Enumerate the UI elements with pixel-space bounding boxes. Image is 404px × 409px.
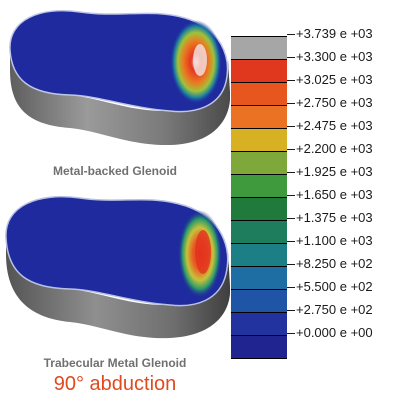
legend-tick-text: +3.739 e +03	[296, 26, 373, 41]
legend-tick-label: +5.500 e +02	[287, 277, 373, 297]
legend-swatch	[231, 59, 287, 82]
legend-tick-label: +1.925 e +03	[287, 162, 373, 182]
legend-tick-text: +3.025 e +03	[296, 72, 373, 87]
legend-tick-label: +1.375 e +03	[287, 208, 373, 228]
legend-swatch	[231, 128, 287, 151]
legend-swatch	[231, 220, 287, 243]
legend-tick-text: +1.925 e +03	[296, 164, 373, 179]
legend-tick-text: +2.200 e +03	[296, 141, 373, 156]
legend-tick-label: +3.300 e +03	[287, 47, 373, 67]
legend-tick-mark	[287, 218, 295, 220]
legend-tick-text: +2.750 e +02	[296, 302, 373, 317]
legend-swatch	[231, 151, 287, 174]
legend-swatch	[231, 243, 287, 266]
legend-tick-label: +8.250 e +02	[287, 254, 373, 274]
legend-tick-text: +2.475 e +03	[296, 118, 373, 133]
legend-swatch	[231, 266, 287, 289]
legend-tick-mark	[287, 172, 295, 174]
legend-tick-mark	[287, 310, 295, 312]
metal-backed-glenoid-image	[0, 0, 230, 160]
legend-tick-text: +1.375 e +03	[296, 210, 373, 225]
legend-tick-mark	[287, 34, 295, 36]
implant-caption: Trabecular Metal Glenoid	[43, 356, 187, 370]
implant-caption: Metal-backed Glenoid	[52, 164, 178, 178]
legend-tick-label: +2.750 e +02	[287, 300, 373, 320]
legend-tick-label: +1.650 e +03	[287, 185, 373, 205]
legend-tick-mark	[287, 287, 295, 289]
color-legend-bar	[231, 36, 287, 359]
trabecular-metal-glenoid-image	[0, 188, 230, 353]
legend-swatch	[231, 312, 287, 335]
legend-tick-label: +3.739 e +03	[287, 24, 373, 44]
legend-tick-text: +1.650 e +03	[296, 187, 373, 202]
legend-tick-label: +2.200 e +03	[287, 139, 373, 159]
legend-tick-label: +3.025 e +03	[287, 70, 373, 90]
legend-swatch	[231, 197, 287, 220]
legend-swatch	[231, 36, 287, 59]
legend-swatch	[231, 174, 287, 197]
legend-tick-mark	[287, 103, 295, 105]
legend-swatch	[231, 335, 287, 359]
legend-tick-text: +0.000 e +00	[296, 325, 373, 340]
legend-tick-mark	[287, 80, 295, 82]
legend-tick-mark	[287, 149, 295, 151]
legend-tick-text: +2.750 e +03	[296, 95, 373, 110]
subtitle: 90° abduction	[53, 373, 177, 395]
legend-tick-text: +8.250 e +02	[296, 256, 373, 271]
legend-tick-text: +1.100 e +03	[296, 233, 373, 248]
legend-swatch	[231, 105, 287, 128]
legend-swatch	[231, 82, 287, 105]
legend-tick-mark	[287, 126, 295, 128]
legend-tick-mark	[287, 241, 295, 243]
legend-tick-text: +5.500 e +02	[296, 279, 373, 294]
legend-tick-label: +1.100 e +03	[287, 231, 373, 251]
legend-tick-mark	[287, 57, 295, 59]
legend-tick-mark	[287, 333, 295, 335]
legend-tick-text: +3.300 e +03	[296, 49, 373, 64]
legend-tick-mark	[287, 264, 295, 266]
legend-tick-label: +2.475 e +03	[287, 116, 373, 136]
legend-tick-mark	[287, 195, 295, 197]
legend-tick-label: +2.750 e +03	[287, 93, 373, 113]
legend-tick-label: +0.000 e +00	[287, 323, 373, 343]
legend-swatch	[231, 289, 287, 312]
